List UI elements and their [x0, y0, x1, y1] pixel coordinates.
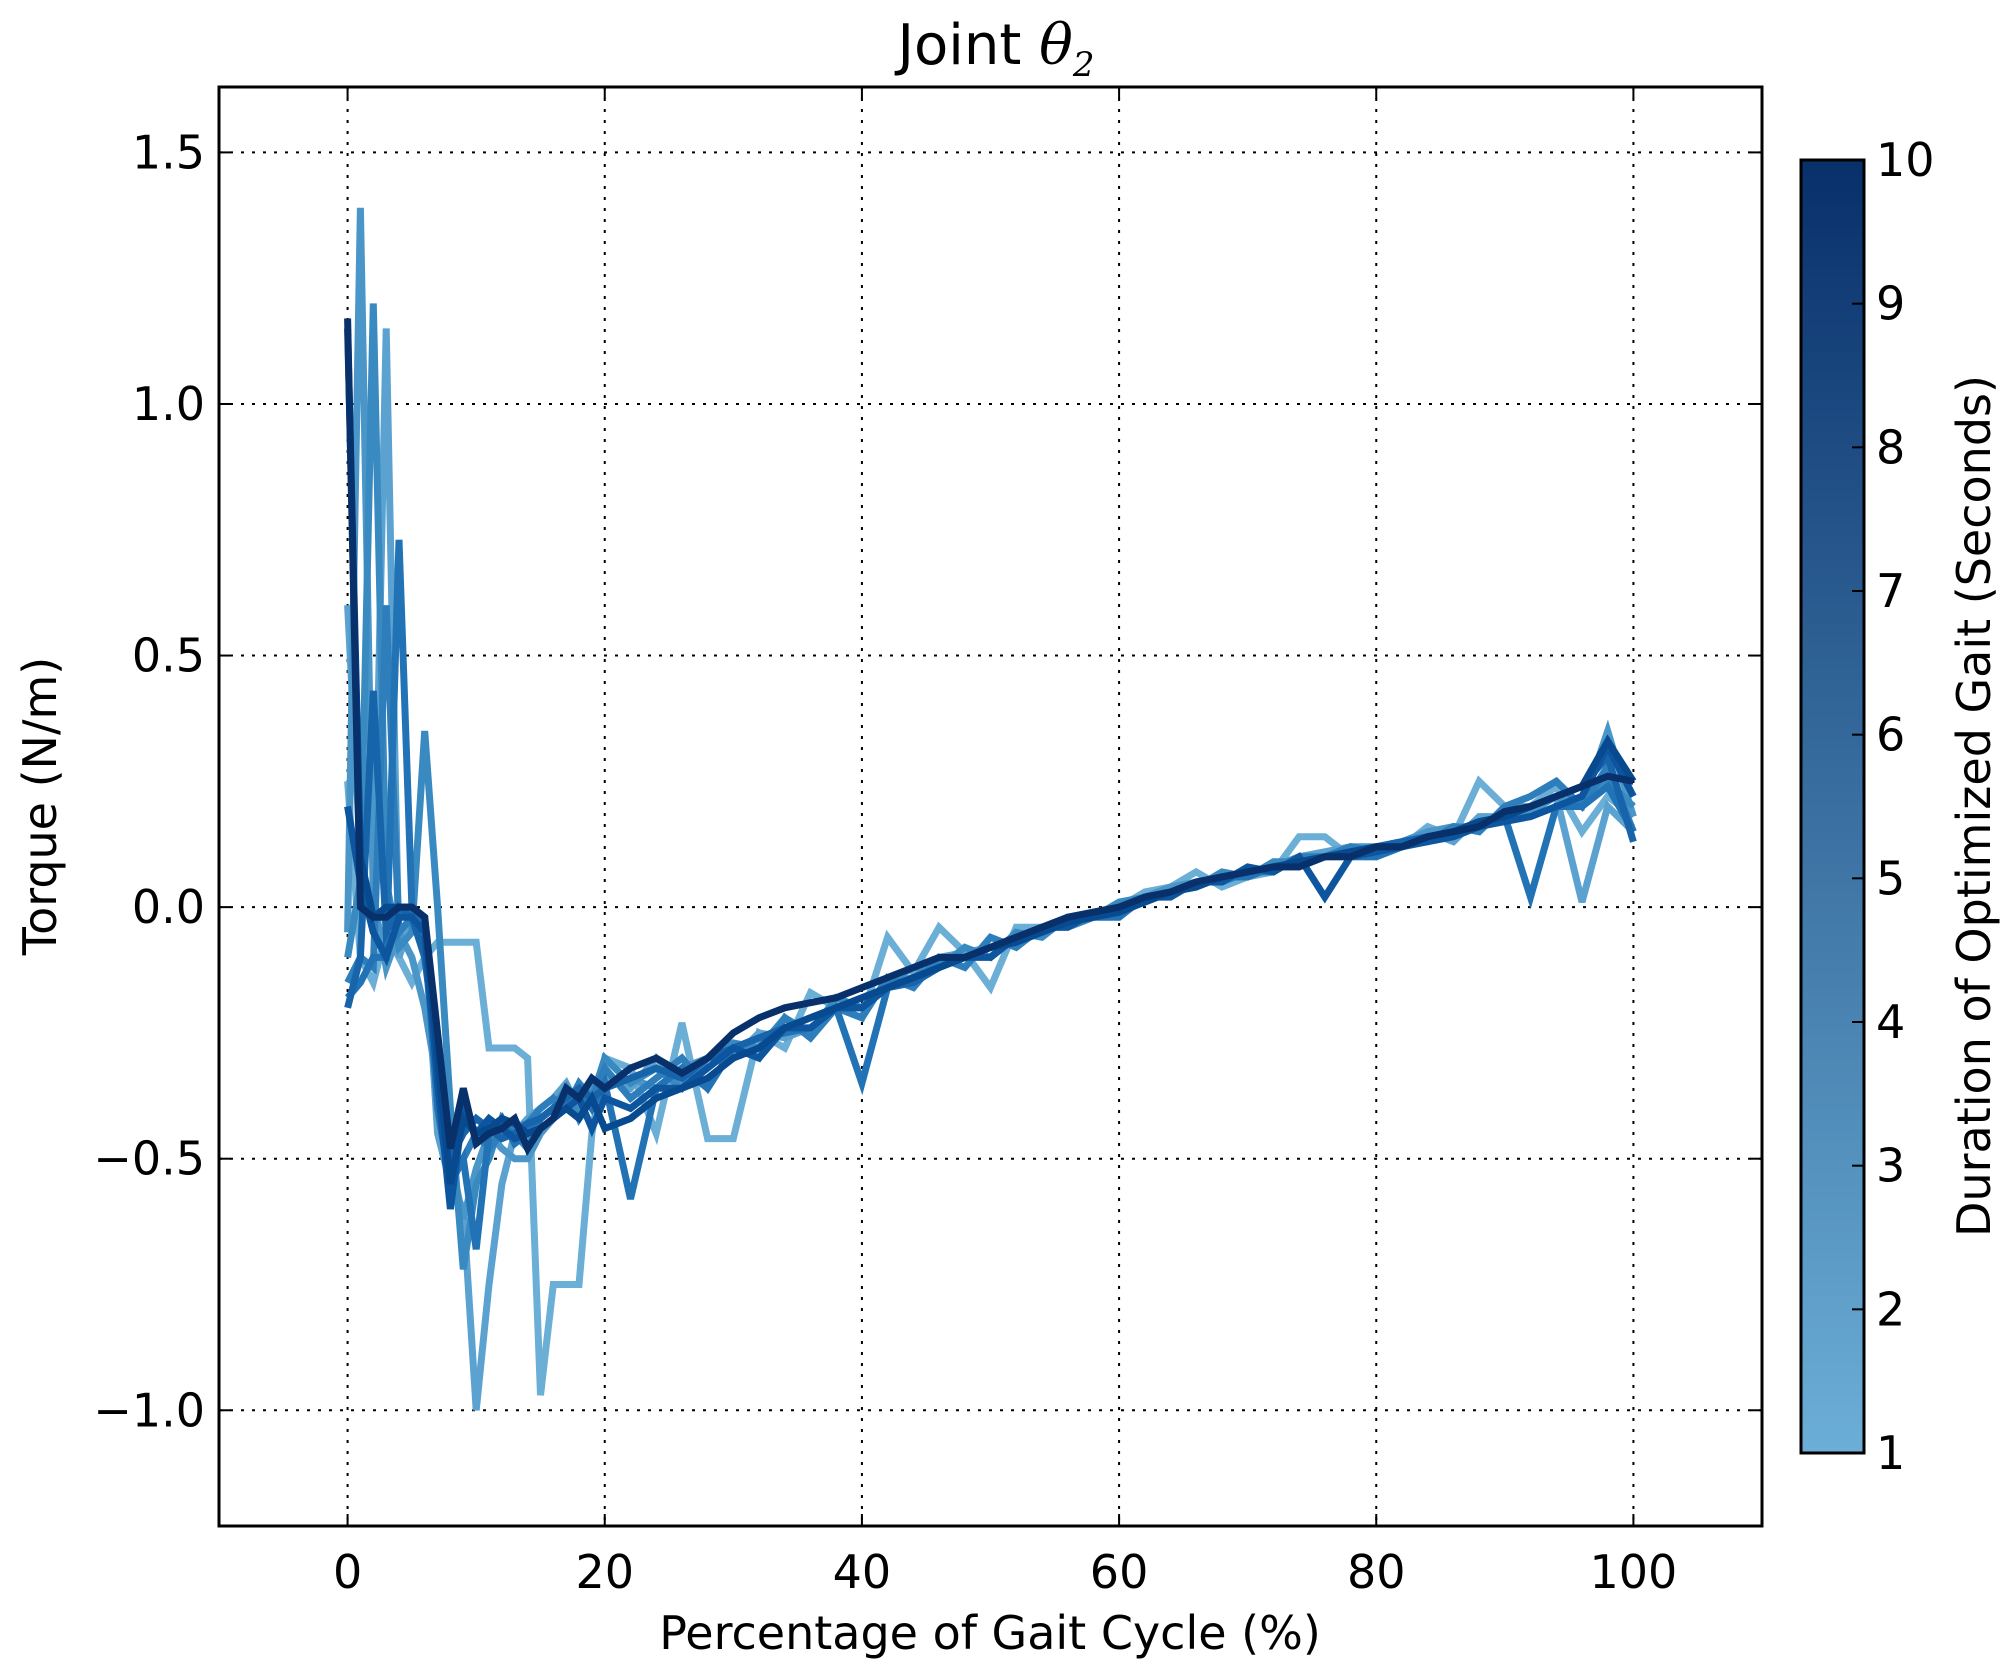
series-line-9s	[344, 328, 1637, 1185]
x-tick-label: 60	[1090, 1545, 1149, 1599]
y-tick-label: 0.0	[132, 880, 205, 934]
y-tick-label: 1.0	[132, 377, 205, 431]
colorbar-tick-label: 9	[1876, 277, 1905, 331]
series-line-7s	[344, 690, 1637, 1171]
x-tick-label: 100	[1590, 1545, 1678, 1599]
x-tick-label: 20	[575, 1545, 634, 1599]
colorbar-tick-label: 1	[1876, 1426, 1905, 1480]
y-tick-label: 1.5	[132, 125, 205, 179]
x-tick-label: 80	[1347, 1545, 1406, 1599]
colorbar-tick-label: 2	[1876, 1282, 1905, 1336]
chart-title: Joint θ2	[895, 13, 1095, 85]
x-tick-label: 40	[833, 1545, 892, 1599]
series-lines	[344, 207, 1637, 1411]
colorbar-tick-label: 10	[1876, 133, 1935, 187]
colorbar-ticks: 1 2 3 4 5 6 7 8 9 10	[1852, 133, 1935, 1480]
colorbar	[1799, 158, 1866, 1455]
colorbar-tick-label: 6	[1876, 708, 1905, 762]
colorbar-label: Duration of Optimized Gait (Seconds)	[1947, 375, 2001, 1237]
series-line-6s	[344, 539, 1637, 1250]
colorbar-tick-label: 8	[1876, 420, 1905, 474]
y-tick-label: −0.5	[93, 1132, 205, 1186]
x-axis-label: Percentage of Gait Cycle (%)	[659, 1606, 1321, 1660]
axis-ticks: 0 20 40 60 80 100 −1.0 −0.5 0.0 0.5 1.0 1.5	[93, 87, 1762, 1599]
colorbar-tick-label: 5	[1876, 851, 1905, 905]
y-axis-label: Torque (N/m)	[13, 657, 67, 956]
colorbar-tick-label: 3	[1876, 1139, 1905, 1193]
series-line-3s	[344, 207, 1637, 1220]
series-line-10s	[344, 318, 1635, 1157]
series-line-2s	[344, 328, 1636, 1411]
grid-lines	[219, 87, 1762, 1526]
series-line-1s	[344, 775, 1636, 1396]
y-tick-label: 0.5	[132, 629, 205, 683]
y-tick-label: −1.0	[93, 1383, 205, 1437]
plot-frame	[217, 85, 1764, 1528]
series-line-5s	[344, 605, 1637, 1197]
colorbar-tick-label: 4	[1876, 995, 1905, 1049]
colorbar-tick-label: 7	[1876, 564, 1905, 618]
x-tick-label: 0	[333, 1545, 362, 1599]
